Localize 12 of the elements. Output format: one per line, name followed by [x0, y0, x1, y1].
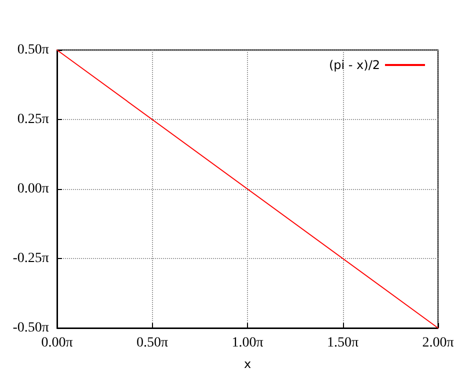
y-tick-label: 0.00π: [17, 182, 49, 196]
y-tick-label: 0.25π: [17, 112, 49, 127]
y-tick-label: 0.50π: [17, 42, 49, 58]
y-tick-label: -0.50π: [12, 320, 49, 336]
x-tick-label: 0.50π: [136, 336, 168, 350]
x-tick-label: 1.00π: [232, 336, 264, 350]
legend-label: (pi - x)/2: [328, 58, 380, 72]
x-axis-title: x: [244, 357, 252, 371]
x-tick-label: 2.00π: [422, 336, 454, 350]
y-tick-label: -0.25π: [12, 251, 49, 266]
x-tick-label: 1.50π: [326, 336, 359, 350]
x-tick-label: 0.00π: [41, 336, 73, 350]
